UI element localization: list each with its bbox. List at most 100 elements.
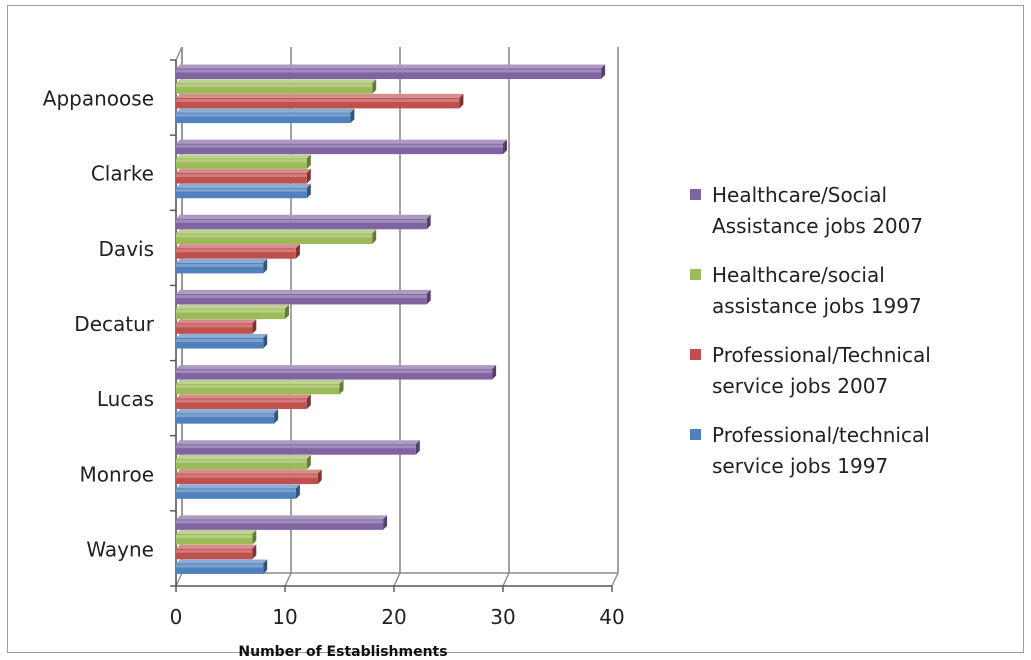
category-labels: Appanoose Clarke Davis Decatur Lucas Monroe Wa… bbox=[43, 87, 155, 562]
bar-top-face bbox=[176, 183, 311, 188]
bar-front-face bbox=[176, 68, 602, 79]
floor-gridline bbox=[175, 572, 183, 587]
bar-front-face bbox=[176, 143, 503, 155]
legend: Healthcare/Social Assistance jobs 2007Hea… bbox=[690, 183, 931, 478]
bar-highlight bbox=[176, 414, 275, 418]
floor-gridline bbox=[284, 572, 292, 587]
bar-top-face bbox=[176, 93, 464, 98]
bar-top-face bbox=[176, 379, 344, 384]
bar-top-face bbox=[176, 79, 377, 84]
bar-end-face bbox=[263, 559, 268, 574]
bar-end-face bbox=[263, 258, 268, 274]
category-label: Wayne bbox=[86, 537, 154, 561]
x-tick-label: 40 bbox=[599, 605, 624, 629]
bar-highlight bbox=[176, 384, 340, 388]
bar bbox=[176, 108, 355, 124]
bar-end-face bbox=[295, 244, 300, 259]
bar-highlight bbox=[176, 144, 503, 148]
bar-front-face bbox=[176, 173, 307, 184]
bar-top-face bbox=[176, 154, 311, 159]
bar bbox=[176, 304, 289, 320]
bar-end-face bbox=[306, 169, 311, 184]
bar-front-face bbox=[176, 218, 427, 230]
bar-top-face bbox=[176, 515, 388, 520]
bar bbox=[176, 544, 257, 560]
legend-item: Professional/Technical service jobs 2007 bbox=[690, 343, 931, 398]
bar-end-face bbox=[252, 544, 257, 560]
bar bbox=[176, 454, 311, 470]
category-label: Monroe bbox=[80, 462, 155, 486]
bar-end-face bbox=[317, 469, 322, 485]
legend-label-line: Healthcare/Social bbox=[712, 183, 887, 207]
bar-top-face bbox=[176, 139, 507, 144]
bar-highlight bbox=[176, 69, 602, 73]
bar-top-face bbox=[176, 304, 289, 309]
bar-highlight bbox=[176, 219, 427, 223]
bar-top-face bbox=[176, 289, 431, 294]
bar-top-face bbox=[176, 64, 606, 69]
bar bbox=[176, 244, 300, 259]
legend-item: Healthcare/Social Assistance jobs 2007 bbox=[690, 183, 923, 238]
bar bbox=[176, 154, 311, 169]
bar-end-face bbox=[372, 229, 377, 244]
bar-end-face bbox=[295, 484, 300, 499]
bar-highlight bbox=[176, 549, 253, 553]
bar-top-face bbox=[176, 214, 431, 219]
legend-swatch bbox=[690, 429, 701, 440]
bar-top-face bbox=[176, 544, 257, 549]
bar-front-face bbox=[176, 323, 253, 334]
legend-item: Professional/technical service jobs 1997 bbox=[690, 423, 930, 478]
bar-end-face bbox=[306, 183, 311, 199]
bar-front-face bbox=[176, 338, 264, 349]
legend-label-line: Professional/technical bbox=[712, 423, 930, 447]
x-tick-label: 10 bbox=[272, 605, 297, 629]
bar-top-face bbox=[176, 365, 497, 370]
bar-front-face bbox=[176, 548, 253, 560]
bar-highlight bbox=[176, 399, 307, 403]
bar-front-face bbox=[176, 473, 318, 485]
x-tick-label: 30 bbox=[490, 605, 515, 629]
floor-gridline bbox=[393, 572, 401, 587]
floor-gridline bbox=[611, 572, 619, 587]
bar-top-face bbox=[176, 440, 420, 445]
bar-top-face bbox=[176, 319, 257, 324]
bar bbox=[176, 183, 311, 199]
legend-item: Healthcare/social assistance jobs 1997 bbox=[690, 263, 922, 318]
bar-top-face bbox=[176, 409, 279, 414]
legend-swatch bbox=[690, 189, 701, 200]
bar-end-face bbox=[306, 154, 311, 169]
bar-top-face bbox=[176, 559, 268, 564]
bar-top-face bbox=[176, 469, 322, 474]
bar-highlight bbox=[176, 294, 427, 298]
legend-label: Professional/Technical service jobs 2007 bbox=[712, 343, 931, 398]
bar-highlight bbox=[176, 535, 253, 539]
bar-end-face bbox=[274, 409, 279, 424]
bar-highlight bbox=[176, 459, 307, 463]
bar-highlight bbox=[176, 474, 318, 478]
bar-top-face bbox=[176, 169, 311, 174]
floor-gridline bbox=[502, 572, 510, 587]
bar-end-face bbox=[339, 379, 344, 395]
bar-top-face bbox=[176, 334, 268, 339]
bar-highlight bbox=[176, 174, 307, 178]
bar-top-face bbox=[176, 258, 268, 263]
bar bbox=[176, 258, 268, 274]
legend-label-line: Assistance jobs 2007 bbox=[712, 214, 923, 238]
bar-highlight bbox=[176, 370, 493, 374]
x-tick-label: 0 bbox=[170, 605, 183, 629]
bar bbox=[176, 64, 606, 79]
bar-end-face bbox=[252, 319, 257, 334]
bar bbox=[176, 440, 420, 455]
bar-end-face bbox=[383, 515, 388, 530]
bar-front-face bbox=[176, 308, 285, 320]
legend-swatch bbox=[690, 269, 701, 280]
category-label: Clarke bbox=[91, 162, 154, 186]
bar-front-face bbox=[176, 248, 296, 259]
bar-front-face bbox=[176, 293, 427, 305]
bar-end-face bbox=[503, 139, 507, 155]
legend-label: Professional/technical service jobs 1997 bbox=[712, 423, 930, 478]
bar-end-face bbox=[306, 394, 311, 409]
bar-front-face bbox=[176, 488, 296, 499]
bar bbox=[176, 515, 388, 530]
